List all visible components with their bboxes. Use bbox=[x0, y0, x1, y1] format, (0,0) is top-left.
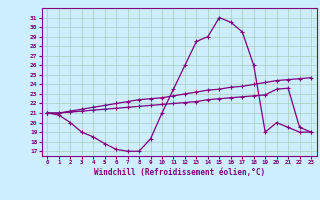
X-axis label: Windchill (Refroidissement éolien,°C): Windchill (Refroidissement éolien,°C) bbox=[94, 168, 265, 177]
